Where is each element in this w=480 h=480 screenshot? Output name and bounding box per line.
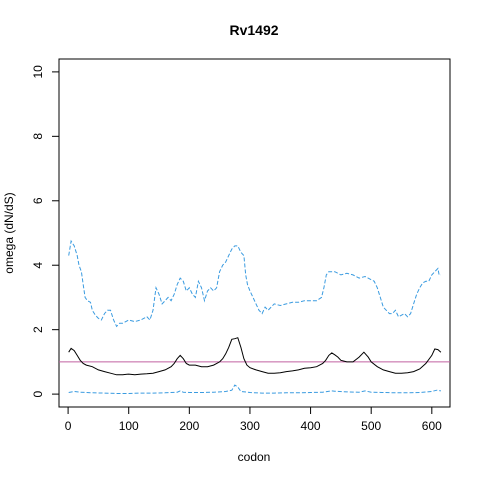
y-tick-label: 0	[31, 390, 45, 397]
x-axis-label: codon	[238, 450, 271, 464]
y-tick-label: 8	[31, 133, 45, 140]
series-line-upper	[68, 239, 441, 328]
series-layer	[59, 239, 450, 394]
chart-title: Rv1492	[229, 22, 278, 38]
x-tick-label: 0	[65, 419, 72, 433]
y-tick-label: 2	[31, 326, 45, 333]
y-axis: 0 2 4 6 8 10	[31, 65, 60, 397]
y-axis-label: omega (dN/dS)	[2, 192, 16, 273]
y-tick-label: 4	[31, 262, 45, 269]
x-axis: 0 100 200 300 400 500 600	[65, 406, 442, 433]
y-tick-label: 6	[31, 197, 45, 204]
plot-frame	[58, 58, 451, 408]
series-line-lower	[68, 384, 441, 394]
series-line-estimate	[68, 337, 442, 376]
x-tick-label: 200	[179, 419, 199, 433]
y-tick-label: 10	[31, 65, 45, 79]
x-tick-label: 600	[422, 419, 442, 433]
x-tick-label: 100	[119, 419, 139, 433]
x-tick-label: 300	[240, 419, 260, 433]
x-tick-label: 500	[361, 419, 381, 433]
x-tick-label: 400	[301, 419, 321, 433]
